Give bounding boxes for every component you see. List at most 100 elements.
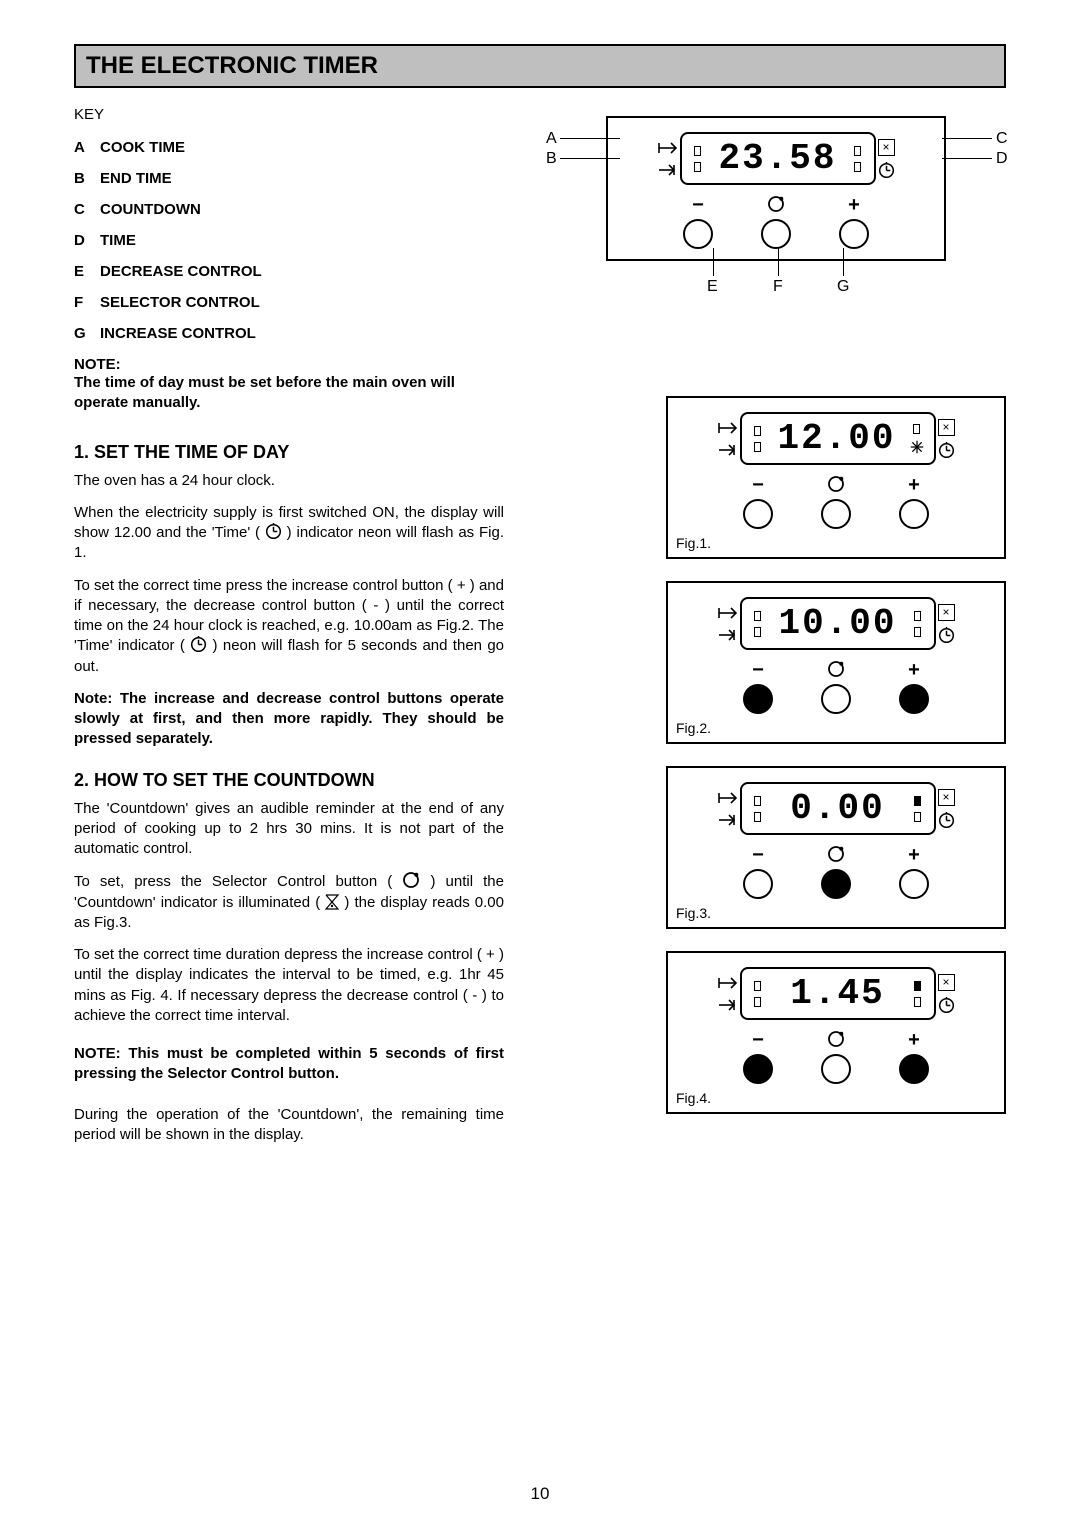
key-list: ACOOK TIME BEND TIME CCOUNTDOWN DTIME ED…: [74, 139, 504, 342]
key-label: END TIME: [100, 170, 172, 187]
paragraph: To set the correct time duration depress…: [74, 945, 504, 1026]
page-title: THE ELECTRONIC TIMER: [86, 52, 994, 80]
figure-label: Fig.3.: [676, 905, 711, 921]
key-item: ACOOK TIME: [74, 139, 504, 156]
minus-symbol: −: [752, 475, 764, 497]
label-E: E: [707, 278, 718, 296]
text: To set, press the Selector Control butto…: [74, 873, 402, 890]
decrease-button[interactable]: [683, 219, 713, 249]
selector-button[interactable]: [761, 219, 791, 249]
increase-button[interactable]: [899, 1054, 929, 1084]
indicator: [914, 812, 921, 822]
decrease-button[interactable]: [743, 869, 773, 899]
plus-symbol: +: [908, 475, 920, 497]
indicator: [914, 981, 921, 991]
lcd-digits: 12.00: [777, 418, 895, 459]
key-letter: E: [74, 263, 100, 280]
lcd-digits: 1.45: [790, 973, 884, 1014]
selector-symbol: [827, 1030, 845, 1052]
key-heading: KEY: [74, 106, 504, 123]
key-letter: C: [74, 201, 100, 218]
indicator: [754, 981, 761, 991]
clock-icon: [938, 812, 955, 829]
section-heading-1: 1. SET THE TIME OF DAY: [74, 442, 504, 463]
endtime-icon: [658, 162, 678, 178]
clock-icon: [265, 523, 282, 540]
selector-button[interactable]: [821, 499, 851, 529]
indicator: [694, 162, 701, 172]
increase-button[interactable]: [899, 499, 929, 529]
decrease-button[interactable]: [743, 684, 773, 714]
selector-button[interactable]: [821, 684, 851, 714]
cooktime-icon: [718, 605, 738, 621]
selector-button[interactable]: [821, 869, 851, 899]
label-D: D: [996, 150, 1008, 168]
countdown-icon: ×: [938, 789, 955, 806]
page-number: 10: [531, 1484, 550, 1504]
plus-symbol: +: [848, 195, 860, 217]
cooktime-icon: [718, 975, 738, 991]
decrease-button[interactable]: [743, 499, 773, 529]
note-text: The time of day must be set before the m…: [74, 373, 504, 414]
countdown-icon: ×: [938, 419, 955, 436]
selector-button[interactable]: [821, 1054, 851, 1084]
endtime-icon: [718, 997, 738, 1013]
key-letter: F: [74, 294, 100, 311]
lcd-digits: 0.00: [790, 788, 884, 829]
right-column: 23.58 × − + E F: [544, 106, 1006, 1157]
indicator: [854, 162, 861, 172]
left-symbol-col: [658, 140, 678, 178]
note-block: NOTE: The time of day must be set before…: [74, 356, 504, 414]
indicator: [754, 997, 761, 1007]
figure-label: Fig.4.: [676, 1090, 711, 1106]
paragraph: When the electricity supply is first swi…: [74, 503, 504, 564]
minus-symbol: −: [692, 195, 704, 217]
paragraph: The oven has a 24 hour clock.: [74, 471, 504, 491]
timer-panel: 23.58 × − + E F: [606, 116, 946, 261]
key-letter: D: [74, 232, 100, 249]
increase-button[interactable]: [839, 219, 869, 249]
clock-icon: [190, 636, 207, 653]
bold-note: NOTE: This must be completed within 5 se…: [74, 1044, 504, 1085]
lcd-display: 12.00: [740, 412, 936, 465]
left-symbol-col: [718, 605, 738, 643]
paragraph: During the operation of the 'Countdown',…: [74, 1105, 504, 1146]
decrease-button[interactable]: [743, 1054, 773, 1084]
label-B: B: [546, 150, 557, 168]
key-letter: B: [74, 170, 100, 187]
key-item: GINCREASE CONTROL: [74, 325, 504, 342]
paragraph: To set, press the Selector Control butto…: [74, 871, 504, 933]
note-label: NOTE:: [74, 356, 504, 373]
paragraph: The 'Countdown' gives an audible reminde…: [74, 799, 504, 860]
title-bar: THE ELECTRONIC TIMER: [74, 44, 1006, 88]
indicator: [754, 426, 761, 436]
increase-button[interactable]: [899, 869, 929, 899]
timer-panel: 12.00 × − + Fig.1.: [666, 396, 1006, 559]
right-symbol-col: ×: [878, 139, 895, 179]
lcd-display: 10.00: [740, 597, 936, 650]
lcd-display: 0.00: [740, 782, 936, 835]
selector-symbol: [827, 660, 845, 682]
key-item: CCOUNTDOWN: [74, 201, 504, 218]
label-F: F: [773, 278, 783, 296]
key-item: FSELECTOR CONTROL: [74, 294, 504, 311]
minus-symbol: −: [752, 660, 764, 682]
indicator: [914, 611, 921, 621]
main-diagram: 23.58 × − + E F: [546, 106, 1006, 326]
selector-symbol: [827, 475, 845, 497]
left-symbol-col: [718, 790, 738, 828]
bold-note: Note: The increase and decrease control …: [74, 689, 504, 750]
indicator: [913, 424, 920, 434]
lcd-digits: 23.58: [718, 138, 836, 179]
indicator: [854, 146, 861, 156]
left-symbol-col: [718, 420, 738, 458]
lcd-digits: 10.00: [778, 603, 896, 644]
countdown-icon: ×: [878, 139, 895, 156]
cooktime-icon: [658, 140, 678, 156]
minus-symbol: −: [752, 1030, 764, 1052]
timer-panel: 0.00 × − + Fig.3.: [666, 766, 1006, 929]
right-symbol-col: ×: [938, 604, 955, 644]
endtime-icon: [718, 442, 738, 458]
increase-button[interactable]: [899, 684, 929, 714]
indicator: [694, 146, 701, 156]
